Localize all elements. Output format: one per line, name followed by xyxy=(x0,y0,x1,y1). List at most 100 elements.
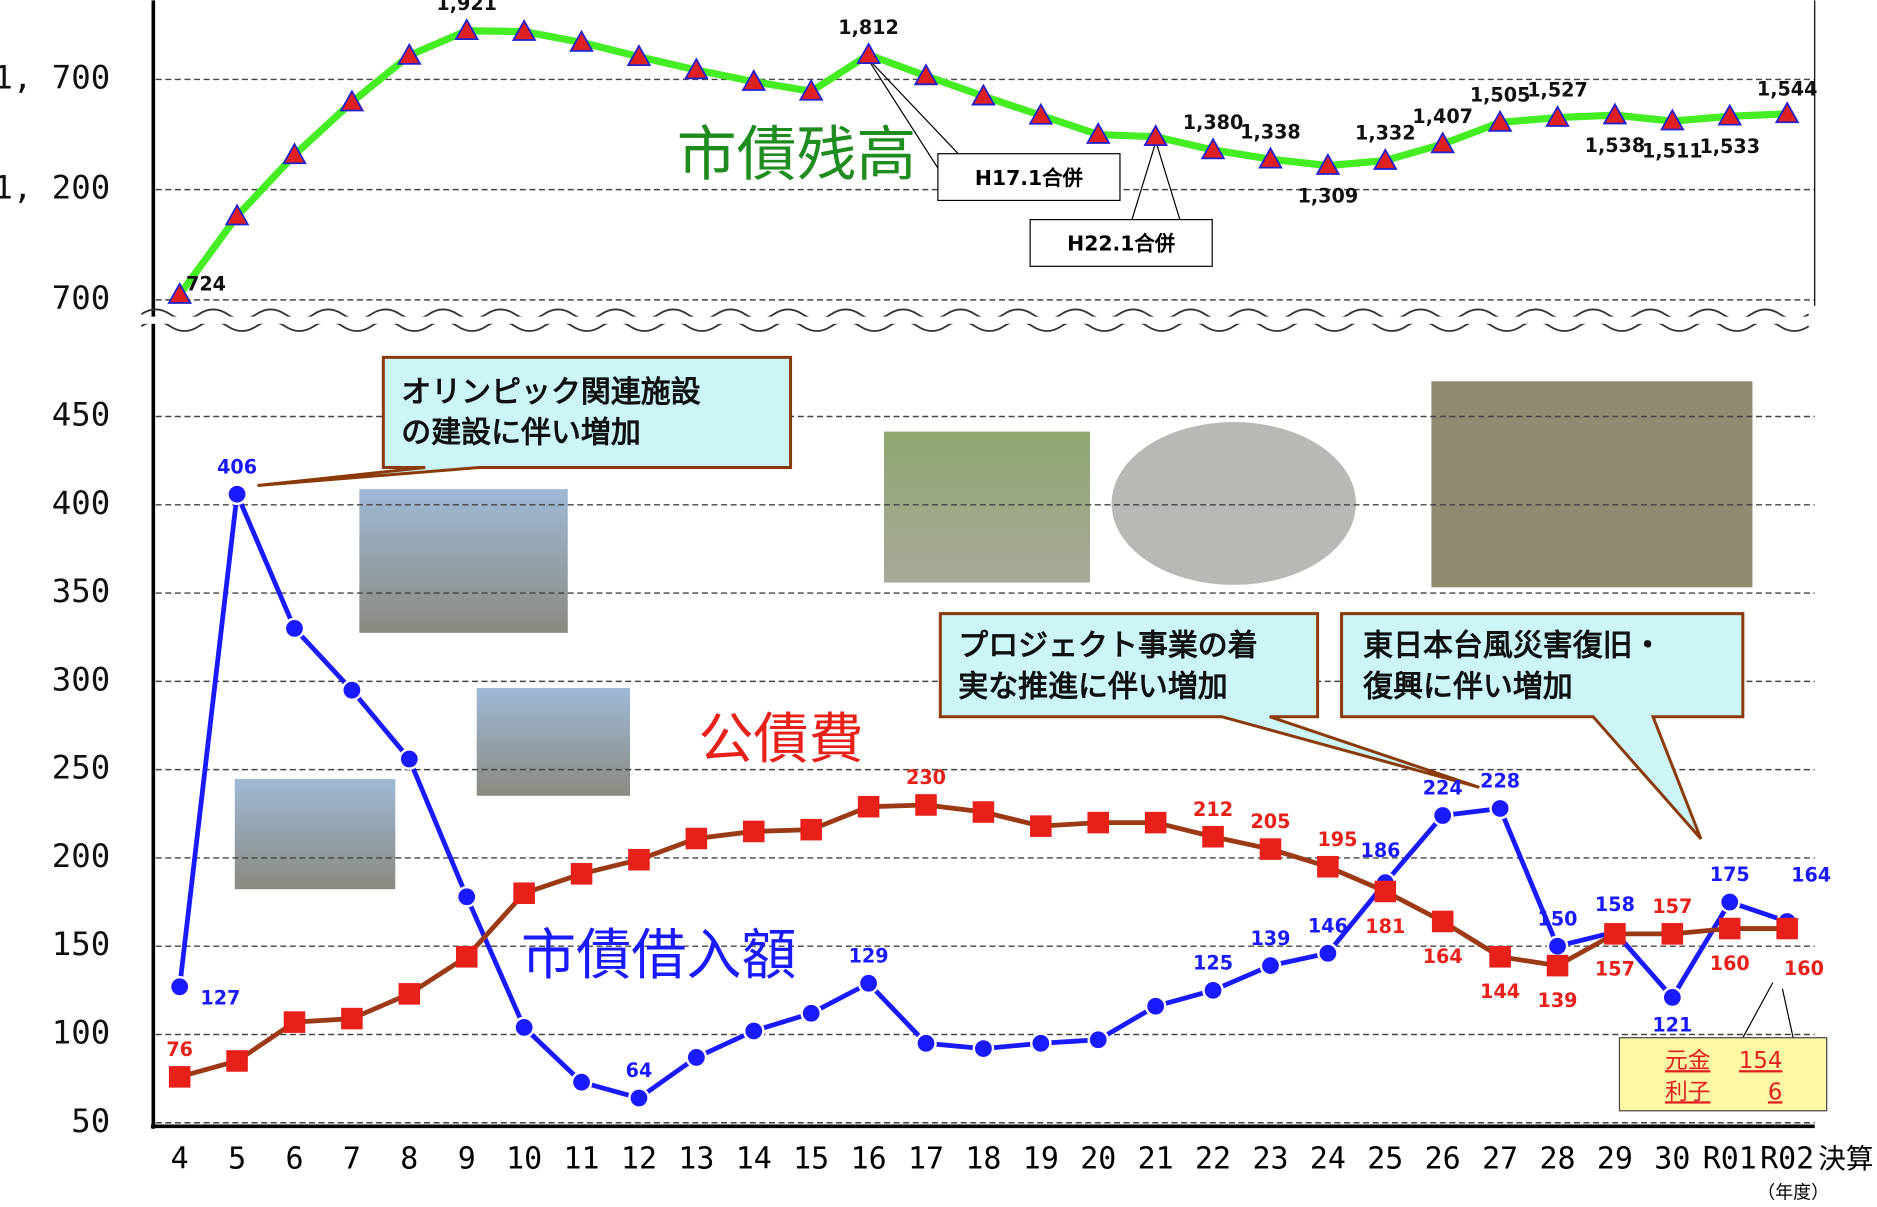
photos xyxy=(234,381,1753,890)
x-tick-label: 25 xyxy=(1367,1141,1403,1176)
callout-box xyxy=(938,612,1480,789)
marker xyxy=(511,19,537,41)
marker xyxy=(857,795,880,818)
photo xyxy=(359,489,568,633)
marker xyxy=(915,1032,937,1055)
marker xyxy=(1545,104,1570,127)
x-tick-label: 20 xyxy=(1080,1141,1116,1176)
marker xyxy=(972,1037,995,1060)
marker xyxy=(971,83,996,106)
x-tick-label: 19 xyxy=(1023,1141,1059,1176)
marker xyxy=(1317,942,1339,965)
value-label: 139 xyxy=(1538,989,1578,1012)
marker xyxy=(798,78,824,101)
value-label: 181 xyxy=(1365,915,1405,938)
y-tick-label: 1, 200 xyxy=(0,169,110,207)
marker xyxy=(915,794,937,816)
x-tick-label: 9 xyxy=(458,1141,476,1176)
value-label: 1,812 xyxy=(838,16,899,39)
value-label: 146 xyxy=(1308,914,1348,937)
x-tick-label: 24 xyxy=(1310,1141,1346,1176)
x-tick-label: 30 xyxy=(1654,1141,1690,1176)
series-label: 公債費 xyxy=(698,707,863,771)
value-label: 157 xyxy=(1652,895,1692,918)
value-label: 1,380 xyxy=(1183,111,1244,134)
value-label: 406 xyxy=(217,455,257,478)
value-label: 1,332 xyxy=(1355,122,1416,145)
photo xyxy=(883,431,1091,583)
photo xyxy=(476,687,631,796)
value-label: 164 xyxy=(1423,945,1463,968)
x-tick-label: 22 xyxy=(1195,1141,1231,1176)
callout-box xyxy=(257,355,793,488)
value-label: 158 xyxy=(1595,893,1635,916)
marker xyxy=(1087,1028,1110,1051)
breakdown-value: 6 xyxy=(1768,1079,1782,1105)
leader-line xyxy=(1131,141,1181,220)
value-label: 1,511 xyxy=(1642,140,1703,163)
breakdown-label: 元金 xyxy=(1665,1048,1711,1074)
callouts xyxy=(257,57,1828,1112)
x-tick-label: 14 xyxy=(736,1141,772,1176)
breakdown-value: 154 xyxy=(1739,1048,1782,1074)
value-label: 724 xyxy=(186,272,226,295)
x-tick-label: 10 xyxy=(506,1141,542,1176)
note-box xyxy=(937,153,1121,202)
marker xyxy=(1602,102,1628,125)
marker xyxy=(513,1016,535,1039)
marker xyxy=(283,617,306,640)
callout-text: プロジェクト事業の着 xyxy=(958,629,1257,664)
marker xyxy=(1660,108,1685,131)
value-label: 1,527 xyxy=(1527,79,1588,102)
x-tick-label: 18 xyxy=(965,1141,1001,1176)
marker xyxy=(741,69,767,91)
marker xyxy=(800,1002,822,1025)
marker xyxy=(1431,910,1454,933)
marker xyxy=(224,203,250,226)
y-tick-label: 200 xyxy=(52,837,110,875)
marker xyxy=(1258,146,1283,169)
y-tick-label: 450 xyxy=(52,396,110,434)
marker xyxy=(168,976,191,998)
value-label: 76 xyxy=(166,1038,193,1061)
y-tick-label: 350 xyxy=(52,572,110,610)
marker xyxy=(742,1020,765,1042)
callout-text: の建設に伴い増加 xyxy=(401,416,641,451)
marker xyxy=(685,827,708,850)
value-label: 1,921 xyxy=(436,0,497,15)
marker xyxy=(1030,1032,1052,1055)
series-label: 市債残高 xyxy=(677,120,917,190)
marker xyxy=(628,1087,650,1109)
x-tick-label: R02 xyxy=(1760,1141,1814,1176)
marker xyxy=(1202,979,1224,1002)
annotation: H17.1合併 xyxy=(975,166,1084,190)
x-tick-label: 27 xyxy=(1482,1141,1518,1176)
value-label: 224 xyxy=(1423,777,1463,800)
marker xyxy=(742,820,765,843)
value-label: 1,533 xyxy=(1699,135,1760,158)
y-tick-label: 50 xyxy=(71,1102,110,1140)
x-tick-label: 11 xyxy=(564,1141,600,1176)
marker xyxy=(1774,101,1800,124)
value-label: 1,338 xyxy=(1240,120,1301,143)
marker xyxy=(1259,838,1282,860)
marker xyxy=(1202,825,1224,848)
marker xyxy=(1661,923,1684,945)
value-label: 164 xyxy=(1791,863,1831,886)
callout-text: オリンピック関連施設 xyxy=(401,375,700,410)
marker xyxy=(1200,137,1226,160)
marker xyxy=(454,18,480,41)
value-label: 144 xyxy=(1480,980,1520,1003)
marker xyxy=(972,801,995,823)
x-tick-label: 17 xyxy=(908,1141,944,1176)
callout-box xyxy=(1340,612,1745,840)
marker xyxy=(396,42,422,65)
marker xyxy=(513,882,535,905)
marker xyxy=(282,142,307,165)
x-suffix: 決算 xyxy=(1818,1143,1873,1175)
marker xyxy=(167,281,192,304)
marker xyxy=(455,885,478,908)
x-tick-label: 12 xyxy=(621,1141,657,1176)
y-tick-label: 250 xyxy=(52,749,110,787)
